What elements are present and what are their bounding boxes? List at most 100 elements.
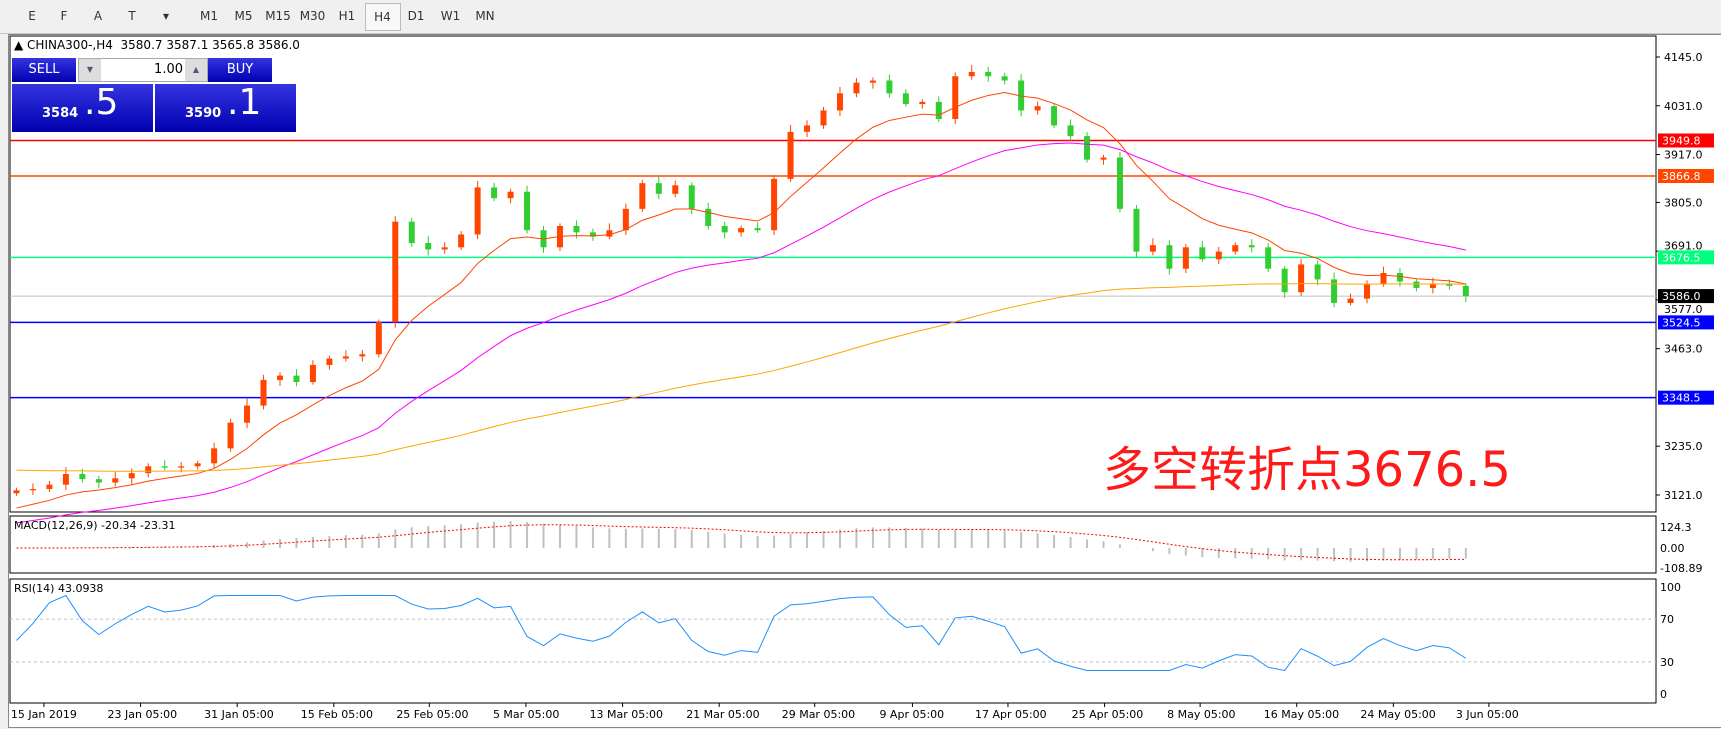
candle (836, 86, 843, 117)
candle (556, 223, 563, 252)
sell-button[interactable]: SELL (12, 58, 76, 82)
svg-text:3348.5: 3348.5 (1662, 392, 1701, 405)
candle (491, 182, 498, 202)
candle (1116, 151, 1123, 213)
rsi-label: RSI(14) 43.0938 (14, 582, 104, 595)
candle (1429, 277, 1436, 294)
candle (705, 202, 712, 230)
level-price-label (1658, 133, 1714, 148)
candle (276, 372, 283, 386)
svg-text:3676.5: 3676.5 (1662, 251, 1701, 264)
candle (655, 176, 662, 199)
date-tick: 5 Mar 05:00 (493, 708, 559, 721)
candle (1298, 258, 1305, 297)
svg-text:3524.5: 3524.5 (1662, 316, 1701, 329)
candle (13, 487, 20, 496)
timeframe-m30[interactable]: M30 (299, 9, 326, 23)
timeframe-d1[interactable]: D1 (407, 9, 425, 23)
candle (1248, 239, 1255, 253)
candle (1084, 131, 1091, 163)
ma-slow-line (16, 283, 1466, 472)
date-tick: 25 Apr 05:00 (1072, 708, 1144, 721)
increase-lot-button[interactable]: ▲ (185, 59, 207, 81)
candle (161, 460, 168, 471)
candle (721, 221, 728, 239)
candle (112, 471, 119, 487)
decrease-lot-button[interactable]: ▼ (79, 59, 101, 81)
arrows-dropdown-icon[interactable]: ▾ (162, 9, 170, 23)
candle (771, 175, 778, 235)
candle (1051, 103, 1058, 128)
candle (474, 181, 481, 240)
date-tick: 16 May 05:00 (1264, 708, 1339, 721)
candle (1215, 246, 1222, 265)
candle (952, 72, 959, 125)
candle (326, 355, 333, 370)
level-price-label (1658, 250, 1714, 265)
fibonacci-fan-icon[interactable]: F (60, 9, 68, 23)
candle (1347, 293, 1354, 306)
date-tick: 25 Feb 05:00 (396, 708, 468, 721)
candle (342, 350, 349, 362)
date-tick: 13 Mar 05:00 (590, 708, 663, 721)
timeframe-m15[interactable]: M15 (265, 9, 291, 23)
candle (1281, 266, 1288, 298)
date-tick: 9 Apr 05:00 (879, 708, 944, 721)
timeframe-h4[interactable]: H4 (364, 3, 401, 31)
candle (408, 217, 415, 247)
date-tick: 23 Jan 05:00 (108, 708, 178, 721)
price-tick: 3577.0 (1664, 303, 1703, 316)
fibonacci-expansion-icon[interactable]: E (28, 9, 36, 23)
date-tick: 8 May 05:00 (1167, 708, 1235, 721)
annotation-text: 多空转折点3676.5 (1103, 442, 1511, 498)
sell-price-button[interactable]: 3584.5 (12, 82, 153, 132)
rsi-tick: 70 (1660, 613, 1674, 626)
candle (902, 89, 909, 107)
price-tick: 3805.0 (1664, 196, 1703, 209)
candle (524, 185, 531, 234)
lot-stepper[interactable]: ▼ 1.00 ▲ (78, 58, 208, 82)
buy-button[interactable]: BUY (208, 58, 272, 82)
lot-input[interactable]: 1.00 (154, 62, 183, 77)
date-tick: 24 May 05:00 (1360, 708, 1435, 721)
svg-text:3866.8: 3866.8 (1662, 170, 1701, 183)
candle (754, 222, 761, 233)
candle (375, 319, 382, 358)
timeframe-w1[interactable]: W1 (440, 9, 461, 23)
macd-signal-line (16, 524, 1466, 561)
candle (1182, 243, 1189, 273)
level-price-label (1658, 390, 1714, 405)
text-icon[interactable]: A (93, 9, 103, 23)
text-label-icon[interactable]: T (128, 9, 136, 23)
candle (606, 223, 613, 240)
timeframe-h1[interactable]: H1 (338, 9, 356, 23)
timeframe-m1[interactable]: M1 (200, 9, 218, 23)
rsi-tick: 0 (1660, 688, 1667, 701)
price-tick: 3917.0 (1664, 149, 1703, 162)
price-tick: 3691.0 (1664, 239, 1703, 252)
buy-price-button[interactable]: 3590.1 (155, 82, 296, 132)
date-tick: 15 Feb 05:00 (301, 708, 373, 721)
candle (919, 99, 926, 109)
timeframe-mn[interactable]: MN (475, 9, 495, 23)
candle (1067, 119, 1074, 141)
candle (1413, 278, 1420, 292)
candle (359, 349, 366, 362)
collapse-icon[interactable]: ▲ (14, 38, 28, 52)
rsi-tick: 30 (1660, 656, 1674, 669)
candle (227, 418, 234, 452)
candle (1100, 154, 1107, 165)
candle (1314, 260, 1321, 286)
rsi-line (16, 594, 1467, 672)
level-price-label (1658, 289, 1714, 304)
candle (1001, 72, 1008, 85)
one-click-trading-panel: SELL ▼ 1.00 ▲ BUY 3584.5 3590.1 (12, 58, 296, 134)
date-tick: 17 Apr 05:00 (975, 708, 1047, 721)
candle (1265, 243, 1272, 273)
price-tick: 3463.0 (1664, 343, 1703, 356)
candle (869, 77, 876, 89)
candle (29, 483, 36, 495)
timeframe-m5[interactable]: M5 (234, 9, 253, 23)
svg-text:3949.8: 3949.8 (1662, 134, 1701, 147)
